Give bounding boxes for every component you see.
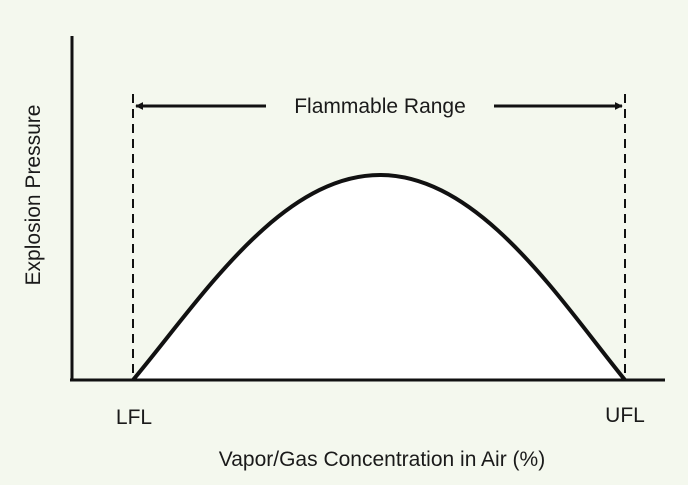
y-axis-label: Explosion Pressure (22, 105, 45, 286)
ufl-label: UFL (605, 404, 645, 427)
x-axis-label: Vapor/Gas Concentration in Air (%) (219, 448, 545, 471)
range-label: Flammable Range (294, 95, 466, 118)
curve-fill (133, 175, 625, 380)
explosion-pressure-curve (131, 172, 627, 382)
lfl-label: LFL (116, 406, 152, 429)
